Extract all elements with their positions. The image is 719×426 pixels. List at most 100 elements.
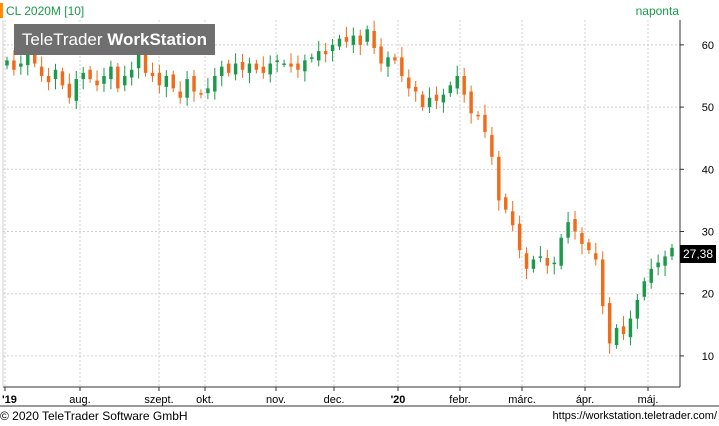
candle-body [95, 80, 99, 86]
candle-body [670, 247, 674, 257]
y-tick-label: 30 [702, 226, 714, 238]
plot-frame [0, 20, 719, 407]
logo-text-bold: WorkStation [107, 30, 208, 49]
candle-body [594, 253, 598, 260]
copyright-text: © 2020 TeleTrader Software GmbH [0, 409, 188, 423]
x-tick-label: márc. [508, 394, 536, 406]
candle-body [407, 77, 411, 89]
candle-body [233, 63, 238, 75]
candle-body [517, 223, 522, 251]
candle-body [129, 69, 134, 78]
candle-body [607, 303, 612, 344]
candle-body [247, 63, 252, 73]
candle-body [504, 197, 508, 210]
candle-body [192, 75, 196, 92]
candle-body [19, 63, 23, 67]
candle-body [628, 318, 633, 338]
x-tick-label: febr. [449, 394, 470, 406]
x-tick-label: nov. [266, 394, 286, 406]
candle-body [649, 268, 653, 283]
candle-body [109, 66, 113, 80]
candle-body [559, 237, 563, 266]
candle-body [462, 75, 466, 95]
x-tick-label: '19 [2, 394, 17, 406]
candle-body [365, 29, 369, 42]
candle-body [81, 72, 85, 80]
candle-body [587, 242, 591, 251]
candle-body [289, 63, 293, 67]
candle-body [12, 60, 16, 70]
candle-body [420, 94, 425, 108]
candle-body [226, 63, 231, 73]
candle-body [157, 72, 162, 86]
x-tick-label: dec. [324, 394, 345, 406]
candle-body [220, 66, 224, 76]
candle-body [490, 135, 494, 157]
candle-body [469, 91, 473, 114]
candle-body [206, 88, 210, 94]
x-tick-label: szept. [144, 394, 173, 406]
candle-body [53, 69, 58, 80]
candle-body [545, 257, 550, 266]
candle-body [316, 51, 321, 61]
candle-body [476, 114, 480, 117]
x-tick-label: ápr. [576, 394, 594, 406]
y-tick-label: 10 [702, 351, 714, 363]
candle-body [524, 253, 529, 269]
candle-body [164, 75, 169, 87]
candle-body [303, 60, 307, 72]
candle-body [323, 51, 328, 55]
source-url[interactable]: https://workstation.teletrader.com/ [552, 410, 717, 422]
candle-body [573, 219, 577, 232]
candle-body [60, 71, 65, 86]
last-price-badge: 27,38 [680, 245, 716, 263]
candle-body [427, 97, 432, 108]
candle-body [178, 91, 182, 98]
candle-body [282, 63, 286, 66]
candle-body [566, 222, 570, 238]
candle-body [656, 262, 660, 268]
candle-body [136, 51, 141, 69]
chart-title: CL 2020M [10] [6, 4, 85, 18]
x-tick-label: máj. [638, 394, 659, 406]
grid-lines [3, 20, 680, 387]
candle-body [455, 75, 459, 89]
candle-body [330, 44, 335, 52]
candle-body [74, 79, 79, 101]
candle-body [600, 259, 605, 307]
candle-body [635, 299, 640, 319]
candle-body [497, 156, 501, 201]
candle-body [531, 259, 536, 269]
y-tick-label: 60 [702, 40, 714, 52]
candle-body [275, 60, 279, 62]
x-tick-label: '20 [391, 394, 406, 406]
candle-body [261, 66, 266, 73]
candle-body [337, 38, 342, 47]
candle-body [310, 57, 314, 59]
candle-body [393, 57, 397, 61]
y-tick-label: 40 [702, 164, 714, 176]
candle-body [621, 326, 626, 335]
candle-body [32, 52, 37, 64]
candle-body [116, 66, 120, 89]
candle-body [614, 327, 619, 346]
candle-body [199, 93, 203, 95]
candle-body [240, 61, 245, 70]
candle-body [296, 63, 300, 70]
candle-body [483, 114, 487, 132]
candle-body [538, 256, 543, 258]
y-tick-label: 20 [702, 289, 714, 301]
x-tick-label: okt. [196, 394, 214, 406]
candle-body [552, 262, 556, 265]
candle-body [39, 66, 44, 76]
x-tick-label: aug. [69, 394, 90, 406]
period-label[interactable]: naponta [635, 4, 679, 18]
teletrader-logo: TeleTrader WorkStation [14, 24, 215, 55]
candle-body [344, 37, 349, 42]
logo-text-regular: TeleTrader [21, 30, 108, 49]
candle-body [663, 256, 667, 266]
candle-body [143, 54, 148, 73]
candle-body [358, 35, 363, 45]
candle-body [268, 63, 272, 75]
